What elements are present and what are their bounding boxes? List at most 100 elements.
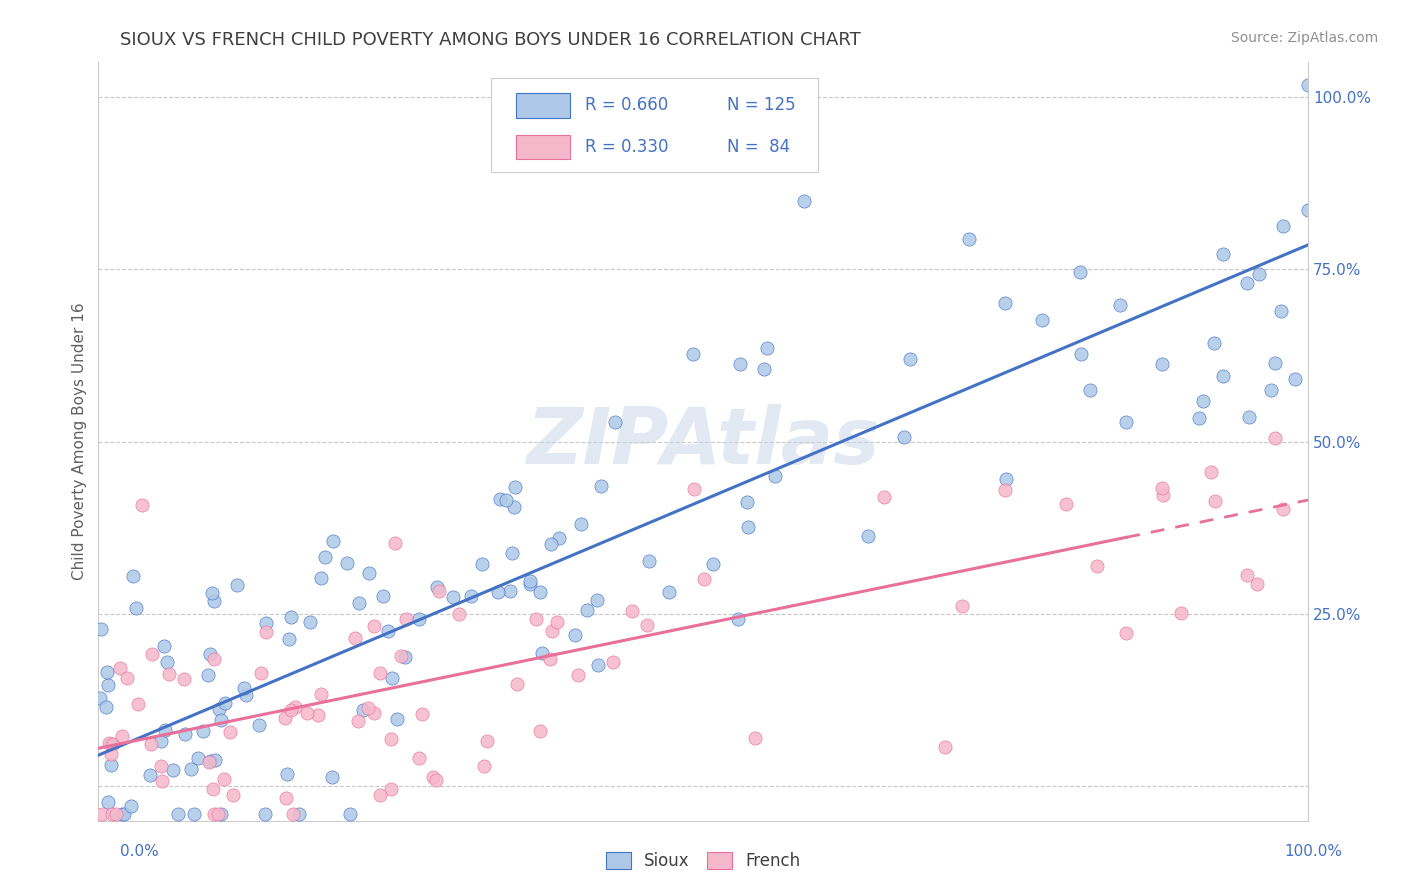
Point: [893, 430, 915, 444]
Point: [460, 589, 482, 603]
Point: [957, 232, 980, 246]
Point: [702, 557, 724, 571]
Point: [222, 788, 245, 802]
Point: [97, 678, 120, 692]
Point: [100, 758, 122, 772]
Point: [101, 806, 124, 821]
Point: [162, 763, 184, 777]
Point: [1115, 626, 1137, 640]
Point: [1236, 276, 1258, 290]
Point: [201, 586, 224, 600]
Point: [274, 711, 297, 725]
Point: [209, 713, 232, 727]
Point: [538, 652, 561, 666]
Point: [471, 557, 494, 571]
Point: [529, 585, 551, 599]
Point: [447, 607, 470, 621]
Point: [115, 671, 138, 685]
Point: [276, 790, 298, 805]
Point: [441, 590, 464, 604]
Point: [347, 714, 370, 729]
Point: [277, 632, 299, 647]
Point: [495, 492, 517, 507]
Point: [994, 483, 1017, 497]
Point: [683, 483, 706, 497]
Point: [505, 480, 527, 494]
Point: [377, 624, 399, 639]
Point: [197, 668, 219, 682]
Point: [173, 673, 195, 687]
Point: [693, 572, 716, 586]
Point: [349, 596, 371, 610]
Point: [994, 296, 1017, 310]
Point: [276, 767, 298, 781]
Point: [131, 498, 153, 512]
Point: [283, 806, 305, 821]
Point: [226, 578, 249, 592]
Point: [202, 806, 225, 821]
Point: [531, 646, 554, 660]
Point: [254, 624, 277, 639]
Point: [254, 806, 277, 821]
Point: [1199, 465, 1222, 479]
Point: [150, 773, 173, 788]
Point: [754, 362, 776, 376]
Point: [408, 612, 430, 626]
Point: [873, 490, 896, 504]
Point: [1296, 203, 1319, 218]
Text: ZIPAtlas: ZIPAtlas: [526, 403, 880, 480]
Text: R = 0.330: R = 0.330: [585, 137, 668, 156]
Text: R = 0.660: R = 0.660: [585, 96, 668, 114]
Point: [156, 655, 179, 669]
Text: N = 125: N = 125: [727, 96, 796, 114]
Point: [1115, 415, 1137, 429]
Point: [735, 495, 758, 509]
FancyBboxPatch shape: [516, 135, 569, 159]
Point: [284, 699, 307, 714]
Point: [299, 615, 322, 629]
Point: [157, 667, 180, 681]
Point: [339, 806, 361, 821]
Point: [309, 571, 332, 585]
Point: [503, 500, 526, 514]
Point: [288, 806, 311, 821]
Point: [370, 789, 392, 803]
Point: [96, 700, 118, 714]
Point: [120, 799, 142, 814]
Point: [363, 706, 385, 720]
Point: [380, 731, 402, 746]
Point: [309, 687, 332, 701]
Point: [737, 520, 759, 534]
Point: [727, 612, 749, 626]
Point: [728, 357, 751, 371]
Point: [100, 738, 122, 752]
Point: [314, 549, 336, 564]
Point: [621, 604, 644, 618]
Point: [212, 772, 235, 786]
Point: [141, 648, 163, 662]
Point: [295, 706, 318, 720]
Text: N =  84: N = 84: [727, 137, 790, 156]
Point: [1152, 488, 1174, 502]
Point: [1152, 481, 1174, 495]
Point: [1272, 502, 1295, 516]
Point: [250, 666, 273, 681]
Point: [756, 341, 779, 355]
Point: [602, 655, 624, 669]
Point: [1264, 356, 1286, 370]
Point: [371, 589, 394, 603]
Point: [139, 768, 162, 782]
Point: [498, 584, 520, 599]
Point: [385, 712, 408, 726]
Point: [576, 603, 599, 617]
Point: [1212, 369, 1234, 384]
Point: [548, 531, 571, 545]
Point: [254, 616, 277, 631]
Point: [357, 701, 380, 715]
Point: [585, 592, 607, 607]
Point: [1078, 383, 1101, 397]
Point: [519, 574, 541, 588]
Point: [411, 706, 433, 721]
Point: [202, 594, 225, 608]
Point: [280, 609, 302, 624]
